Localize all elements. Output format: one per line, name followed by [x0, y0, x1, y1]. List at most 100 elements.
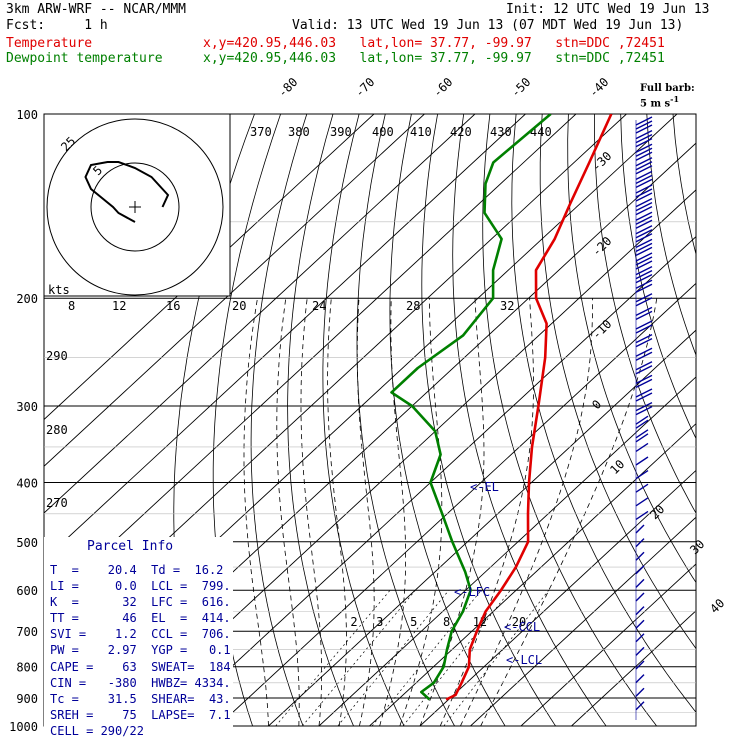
temp-tick: -40 [586, 75, 611, 100]
parcel-info-row: TT = 46 EL = 414. [50, 611, 231, 626]
speed-tick: 16 [166, 299, 180, 313]
moist-adiabat [460, 298, 593, 726]
isotherm [470, 516, 696, 726]
parcel-info: Parcel Info T = 20.4 Td = 16.2 LI = 0.0 L… [44, 537, 233, 738]
level-lfc: <-LFC [454, 585, 491, 599]
wind-barb [635, 483, 649, 493]
wind-barb [635, 388, 653, 398]
wind-barb [635, 378, 653, 389]
wind-barb [635, 497, 649, 507]
wind-barb [635, 347, 653, 357]
isotherm [217, 282, 696, 726]
wind-barb [635, 456, 649, 466]
wind-barb [635, 165, 653, 175]
isotherm [419, 469, 696, 726]
dry-adiabat [672, 114, 696, 256]
temp-tick: 30 [687, 537, 707, 557]
header-fcst: Fcst: 1 h [6, 18, 108, 33]
isotherm [44, 114, 577, 608]
wind-barb [635, 510, 649, 520]
dry-adiabat-label: 290 [46, 349, 68, 363]
wind-barb [635, 470, 649, 480]
theta-label: 410 [410, 125, 432, 139]
mixing-ratio-label: 20 [512, 615, 526, 629]
level-ccl: <-CCL [504, 620, 541, 634]
wind-barb [635, 147, 653, 157]
theta-label: 400 [372, 125, 394, 139]
mixing-ratio-line [443, 590, 549, 726]
dry-adiabat-label: 280 [46, 423, 68, 437]
mixing-ratio-line [371, 590, 482, 726]
wind-barb [635, 242, 653, 253]
wind-barb [635, 415, 649, 425]
wind-barb [635, 293, 653, 303]
wind-barb [635, 170, 653, 181]
wind-barb [635, 273, 653, 284]
wind-barb [635, 320, 653, 330]
wind-barb [635, 337, 653, 348]
series-dewpoint [390, 114, 552, 701]
mixing-ratio-label: 2 [350, 615, 357, 629]
pressure-tick-300: 300 [16, 400, 38, 414]
wind-barb [635, 124, 653, 134]
theta-label: 430 [490, 125, 512, 139]
pressure-tick-700: 700 [16, 625, 38, 639]
parcel-info-row: PW = 2.97 YGP = 0.1 [50, 643, 231, 658]
legend-temperature: Temperature [6, 36, 93, 51]
temp-tick: -80 [275, 75, 300, 100]
wind-barb [635, 433, 649, 443]
mixing-ratio-line [275, 590, 391, 726]
level-lcl: <-LCL [506, 653, 543, 667]
isotherm [44, 114, 476, 514]
wind-barb [635, 143, 653, 153]
wind-barb [635, 551, 645, 561]
wind-barb [635, 351, 653, 361]
moist-adiabat [300, 298, 323, 726]
wind-barb [635, 265, 653, 276]
dry-adiabat [594, 114, 696, 514]
wind-barb [635, 197, 653, 208]
dry-adiabat [322, 114, 405, 726]
hodograph-unit: kts [48, 283, 70, 297]
wind-barb [635, 619, 645, 629]
moist-adiabat [243, 298, 269, 726]
pressure-tick-600: 600 [16, 584, 38, 598]
dry-adiabat [646, 114, 696, 357]
mixing-ratio-line [302, 590, 416, 726]
wind-barb [635, 157, 653, 167]
temp-tick: 40 [707, 596, 727, 616]
wind-barb [635, 215, 653, 225]
temp-tick: -10 [589, 317, 614, 342]
parcel-info-row: SREH = 75 LAPSE= 7.1 [50, 707, 231, 722]
wind-barb [635, 646, 645, 656]
wind-barb [635, 116, 653, 126]
parcel-info-rows: T = 20.4 Td = 16.2 LI = 0.0 LCL = 799. K =… [50, 562, 231, 739]
mixing-ratio-line [402, 590, 511, 726]
temp-tick: -70 [352, 75, 377, 100]
parcel-info-row: SVI = 1.2 CCL = 706. [50, 627, 231, 642]
moist-adiabat [356, 298, 375, 726]
level-el: <-EL [470, 480, 499, 494]
speed-tick: 12 [112, 299, 126, 313]
hodograph-box [43, 113, 231, 297]
pressure-tick-100: 100 [16, 108, 38, 122]
series-temperature [445, 114, 613, 701]
wind-barb [635, 306, 653, 317]
wind-barb [635, 674, 645, 684]
isotherm [167, 236, 696, 726]
parcel-info-row: CAPE = 63 SWEAT= 184 [50, 659, 231, 674]
theta-label: 390 [330, 125, 352, 139]
wind-barb [635, 205, 653, 216]
wind-barb [635, 219, 653, 229]
wind-barb [635, 538, 645, 548]
isotherm [44, 114, 375, 421]
wind-barb [635, 151, 653, 161]
moist-adiabat [327, 298, 347, 726]
hodograph-ring [90, 162, 180, 252]
parcel-info-title: Parcel Info [87, 539, 174, 554]
wind-barb [635, 192, 653, 202]
barb-note: Full barb: 5 m s-1 [640, 84, 695, 109]
header-title: 3km ARW-WRF -- NCAR/MMM [6, 2, 187, 17]
dry-adiabat [699, 114, 740, 726]
legend-dewpoint: Dewpoint temperature [6, 51, 163, 66]
